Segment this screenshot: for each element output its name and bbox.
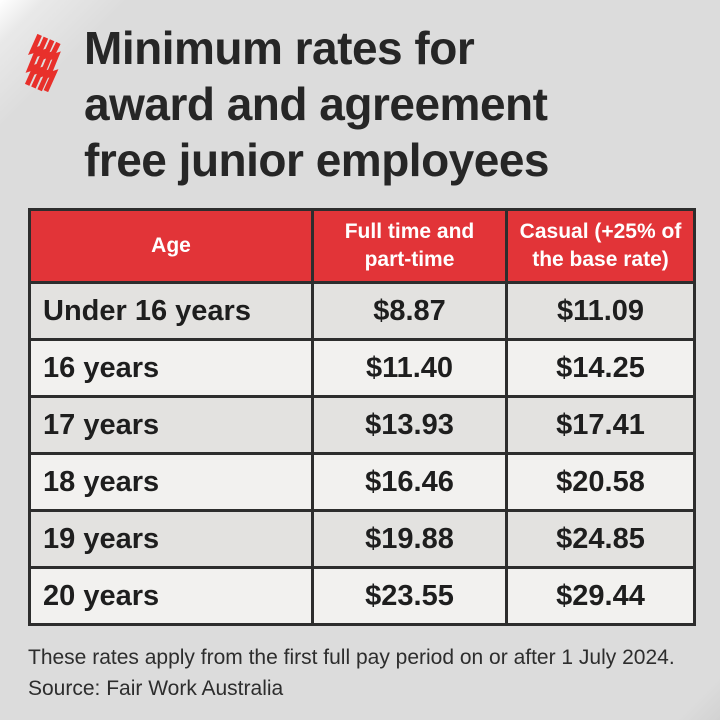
table-header-row: Age Full time and part-time Casual (+25%… xyxy=(28,208,696,285)
effective-date-note: These rates apply from the first full pa… xyxy=(28,646,675,670)
age-cell: 20 years xyxy=(28,566,314,627)
source-attribution: Source: Fair Work Australia xyxy=(28,677,284,701)
casual-rate-cell: $17.41 xyxy=(505,395,696,456)
column-header-full-time: Full time and part-time xyxy=(311,208,508,285)
table-row: 17 years $13.93 $17.41 xyxy=(28,395,696,456)
casual-rate-cell: $24.85 xyxy=(505,509,696,570)
table-row: 19 years $19.88 $24.85 xyxy=(28,509,696,570)
column-header-age: Age xyxy=(28,208,314,285)
table-row: 16 years $11.40 $14.25 xyxy=(28,338,696,399)
footer: These rates apply from the first full pa… xyxy=(28,642,692,704)
age-cell: 17 years xyxy=(28,395,314,456)
column-header-casual: Casual (+25% of the base rate) xyxy=(505,208,696,285)
age-cell: 18 years xyxy=(28,452,314,513)
header: Minimum rates for award and agreement fr… xyxy=(0,0,720,188)
full-time-rate-cell: $23.55 xyxy=(311,566,508,627)
page-title: Minimum rates for award and agreement fr… xyxy=(84,22,550,187)
casual-rate-cell: $11.09 xyxy=(505,281,696,342)
casual-rate-cell: $14.25 xyxy=(505,338,696,399)
full-time-rate-cell: $11.40 xyxy=(311,338,508,399)
full-time-rate-cell: $13.93 xyxy=(311,395,508,456)
full-time-rate-cell: $8.87 xyxy=(311,281,508,342)
age-cell: 16 years xyxy=(28,338,314,399)
full-time-rate-cell: $19.88 xyxy=(311,509,508,570)
table-row: Under 16 years $8.87 $11.09 xyxy=(28,281,696,342)
casual-rate-cell: $29.44 xyxy=(505,566,696,627)
age-cell: 19 years xyxy=(28,509,314,570)
sbs-logo-icon xyxy=(24,33,61,92)
table-row: 18 years $16.46 $20.58 xyxy=(28,452,696,513)
table-row: 20 years $23.55 $29.44 xyxy=(28,566,696,627)
rates-table: Age Full time and part-time Casual (+25%… xyxy=(28,208,696,627)
casual-rate-cell: $20.58 xyxy=(505,452,696,513)
age-cell: Under 16 years xyxy=(28,281,314,342)
full-time-rate-cell: $16.46 xyxy=(311,452,508,513)
